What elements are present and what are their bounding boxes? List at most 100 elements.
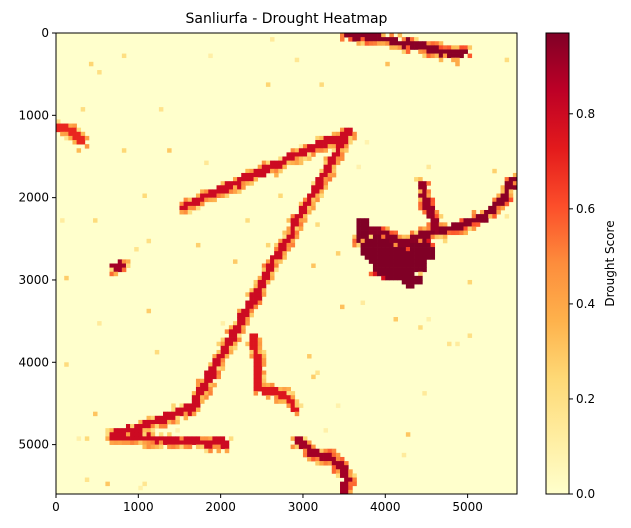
heat-cell	[405, 259, 411, 264]
heat-cell	[442, 226, 448, 231]
heat-cell	[121, 259, 127, 264]
heat-cell	[298, 160, 304, 166]
heat-cell	[237, 177, 242, 182]
heat-cell	[105, 428, 110, 433]
heat-cell	[331, 156, 337, 161]
heat-cell	[393, 255, 398, 260]
heat-cell	[224, 185, 230, 190]
heat-cell	[430, 49, 436, 54]
heat-cell	[208, 436, 213, 441]
heat-cell	[208, 378, 213, 384]
heat-cell	[455, 222, 460, 227]
heat-cell	[311, 452, 316, 458]
heat-cell	[183, 444, 189, 450]
heat-cell	[340, 127, 345, 133]
heat-cell	[237, 325, 242, 330]
x-tick-label: 1000	[123, 500, 154, 514]
heat-cell	[265, 395, 271, 400]
heat-cell	[340, 481, 345, 487]
heat-cell	[385, 275, 390, 281]
heat-cell	[311, 181, 316, 186]
heat-cell	[274, 395, 279, 400]
heat-cell	[208, 440, 213, 445]
heat-cell	[360, 33, 366, 38]
heat-cell	[150, 424, 156, 429]
heat-cell	[430, 251, 436, 256]
heat-cell	[167, 415, 172, 421]
heat-cell	[68, 123, 73, 129]
heat-cell	[290, 156, 296, 161]
heat-cell	[237, 185, 242, 190]
heat-cell	[171, 440, 176, 445]
heat-cell	[385, 251, 390, 256]
heat-cell	[340, 485, 345, 491]
heat-cell	[409, 259, 415, 264]
heat-cell	[286, 152, 291, 157]
heat-cell	[323, 452, 329, 458]
heat-cell	[319, 193, 324, 198]
heat-cell	[463, 49, 468, 54]
heat-cell	[319, 185, 324, 190]
heat-cell	[134, 432, 139, 437]
heat-cell	[418, 181, 423, 186]
heat-cell	[302, 152, 308, 157]
heat-cell	[377, 251, 382, 256]
heat-cell	[204, 444, 209, 450]
heat-cell	[237, 189, 242, 194]
heat-cell	[393, 275, 398, 281]
heat-cell	[150, 432, 156, 437]
heat-cell	[397, 263, 403, 268]
heat-cell	[344, 33, 349, 38]
heat-cell	[286, 226, 291, 231]
heat-cell	[130, 424, 135, 429]
heat-cell	[307, 197, 312, 203]
plot-area	[55, 32, 518, 495]
heat-cell	[360, 247, 366, 252]
heat-cell	[257, 370, 263, 375]
heat-cell	[150, 444, 156, 450]
heat-cell	[134, 428, 139, 433]
heat-cell	[381, 271, 386, 277]
heat-cell	[401, 242, 407, 248]
heat-cell	[191, 411, 197, 417]
heat-cell	[340, 37, 345, 42]
heat-cell	[471, 218, 477, 223]
heat-cell	[377, 234, 382, 240]
heat-cell	[414, 41, 419, 46]
heat-cell	[245, 300, 250, 306]
heat-cell	[179, 201, 184, 207]
heat-cell	[200, 436, 205, 441]
heat-cell	[418, 251, 423, 256]
heat-cell	[224, 181, 230, 186]
heat-cell	[158, 444, 164, 450]
heat-cell	[447, 45, 452, 50]
heat-cell	[195, 386, 201, 392]
heat-cell	[352, 135, 357, 141]
heat-cell	[195, 399, 201, 404]
heat-cell	[372, 41, 378, 46]
heat-cell	[311, 185, 316, 190]
heat-cell	[364, 222, 370, 227]
heat-cell	[270, 386, 275, 392]
heat-cell	[253, 362, 259, 367]
heat-cell	[261, 370, 267, 375]
heat-cell	[216, 358, 221, 363]
heat-cell	[200, 201, 205, 207]
heat-cell	[200, 391, 205, 396]
heat-cell	[249, 292, 254, 297]
colorbar-ticks: 0.0 0.2 0.4 0.6 0.8	[569, 107, 595, 501]
heat-cell	[278, 386, 283, 392]
heat-cell	[405, 37, 411, 42]
heat-cell	[241, 172, 246, 178]
heat-cell	[224, 329, 230, 334]
heat-cell	[261, 275, 267, 281]
heat-cell	[381, 230, 386, 236]
heat-cell	[401, 267, 407, 273]
heat-cell	[216, 374, 221, 380]
heat-cell	[459, 222, 464, 227]
heat-cell	[302, 205, 308, 211]
heat-cell	[344, 477, 349, 483]
heat-cell	[389, 259, 394, 264]
heat-cell	[179, 205, 184, 211]
heat-cell	[294, 234, 300, 240]
